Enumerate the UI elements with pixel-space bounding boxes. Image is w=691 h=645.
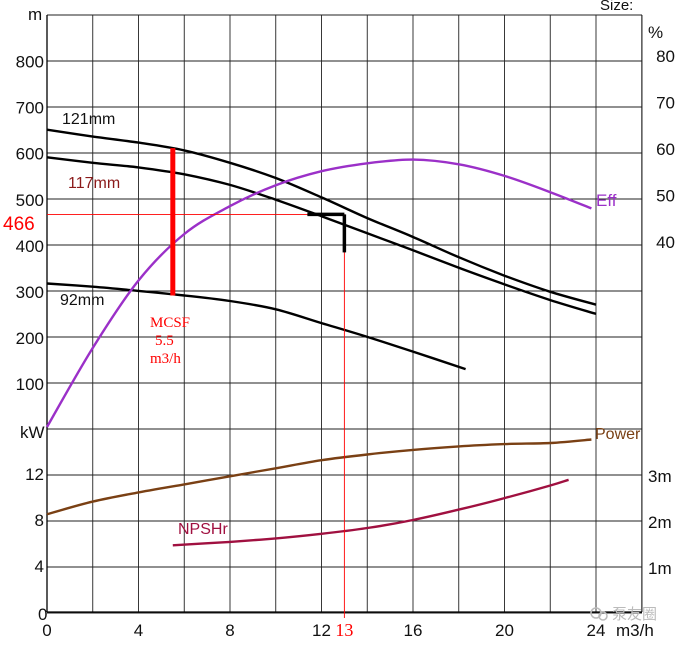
head-axis-unit: m — [28, 5, 42, 24]
watermark: 泵友圈 — [590, 606, 657, 623]
x-tick-label: 4 — [134, 621, 143, 640]
curves — [45, 128, 597, 547]
watermark-icon-part — [598, 611, 608, 621]
eff-tick-label: 50 — [656, 187, 675, 206]
head-tick-label: 500 — [16, 191, 44, 210]
npsh-tick-label: 2m — [648, 513, 672, 532]
curve-121mm — [46, 128, 597, 306]
size-label: Size: — [600, 0, 633, 14]
duty-head-label: 466 — [3, 214, 35, 235]
curve-117mm — [46, 156, 597, 316]
head-tick-label: 800 — [16, 53, 44, 72]
head-tick-label: 700 — [16, 99, 44, 118]
watermark-text: 泵友圈 — [612, 606, 657, 623]
label-power: Power — [595, 426, 641, 443]
x-tick-label: 12 — [312, 621, 331, 640]
label-121mm: 121mm — [62, 111, 115, 128]
x-axis-unit: m3/h — [616, 621, 654, 640]
x-tick-label: 20 — [495, 621, 514, 640]
eff-tick-label: 40 — [656, 233, 675, 252]
x-tick-label: 0 — [42, 621, 51, 640]
label-npshr: NPSHr — [178, 521, 228, 538]
curve-eff — [45, 158, 592, 428]
power-tick-label: 12 — [25, 465, 44, 484]
power-axis-unit: kW — [20, 423, 45, 442]
mcsf-label-line: 5.5 — [155, 333, 174, 349]
npsh-tick-label: 1m — [648, 559, 672, 578]
power-zero-label: 0 — [38, 605, 47, 624]
eff-axis-unit: % — [648, 23, 663, 42]
label-117mm: 117mm — [68, 175, 120, 192]
power-tick-label: 8 — [35, 511, 44, 530]
head-tick-label: 600 — [16, 145, 44, 164]
x-tick-label-24: 24 — [587, 621, 606, 640]
x-tick-label: 16 — [404, 621, 423, 640]
npsh-tick-label: 3m — [648, 467, 672, 486]
curve-npshr — [172, 478, 569, 547]
head-tick-label: 100 — [16, 375, 44, 394]
label-eff: Eff — [596, 191, 617, 210]
curve-92mm — [46, 282, 466, 371]
annotations: MCSF 5.5 m3/h 466 13 泵友圈 — [3, 148, 657, 640]
head-tick-label: 300 — [16, 283, 44, 302]
duty-flow-label-bg — [332, 620, 357, 640]
label-92mm: 92mm — [60, 292, 104, 309]
head-tick-label: 200 — [16, 329, 44, 348]
curve-power — [46, 438, 592, 516]
duty-flow-label: 13 — [335, 620, 353, 640]
axis-labels: 100200300400500600700800m4050607080%4812… — [16, 0, 675, 640]
power-tick-label: 4 — [35, 557, 44, 576]
mcsf-label-line: m3/h — [150, 351, 181, 367]
eff-tick-label: 60 — [656, 140, 675, 159]
mcsf-label-line: MCSF — [150, 315, 190, 331]
eff-tick-label: 80 — [656, 47, 675, 66]
eff-tick-label: 70 — [656, 94, 675, 113]
head-tick-label: 400 — [16, 237, 44, 256]
x-tick-label: 8 — [225, 621, 234, 640]
